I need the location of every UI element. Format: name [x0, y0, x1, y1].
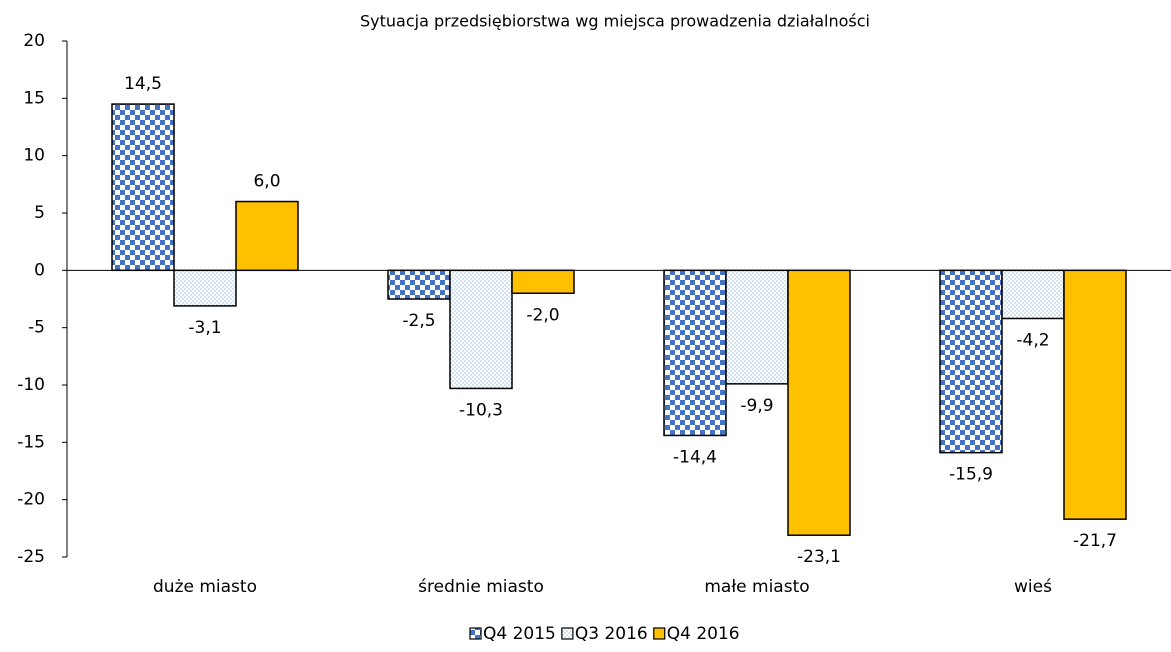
- value-label: -2,0: [526, 305, 559, 325]
- bar: [173, 269, 237, 307]
- value-label: -3,1: [188, 318, 221, 338]
- x-tick-label: średnie miasto: [418, 577, 544, 597]
- value-label: -4,2: [1016, 330, 1049, 350]
- y-tick-label: -25: [17, 547, 45, 567]
- bar: [725, 269, 789, 385]
- bar: [663, 269, 727, 437]
- x-tick-label: wieś: [1014, 577, 1052, 597]
- value-label: -14,4: [673, 447, 717, 467]
- y-tick-label: 5: [34, 203, 45, 223]
- value-label: -15,9: [949, 465, 993, 485]
- y-tick-label: 15: [23, 88, 45, 108]
- y-tick-label: 20: [23, 31, 45, 51]
- value-label: 6,0: [253, 172, 280, 192]
- legend-marker: [469, 627, 482, 640]
- legend-label: Q4 2015: [483, 624, 556, 644]
- bar: [387, 269, 451, 300]
- value-label: -10,3: [459, 400, 503, 420]
- bar: [1063, 269, 1127, 520]
- value-label: 14,5: [124, 74, 162, 94]
- value-label: -9,9: [740, 396, 773, 416]
- y-tick-label: -20: [17, 490, 45, 510]
- y-tick-label: 0: [34, 260, 45, 280]
- value-label: -23,1: [797, 547, 841, 567]
- x-tick-label: duże miasto: [153, 577, 257, 597]
- y-tick-label: 10: [23, 146, 45, 166]
- chart-title: Sytuacja przedsiębiorstwa wg miejsca pro…: [360, 12, 870, 31]
- legend-marker: [561, 627, 574, 640]
- legend-marker: [653, 627, 666, 640]
- bar: [111, 103, 175, 272]
- bar: [511, 269, 575, 295]
- bar: [1001, 269, 1065, 320]
- legend-label: Q4 2016: [667, 624, 740, 644]
- x-tick-label: małe miasto: [704, 577, 809, 597]
- bar: [787, 269, 851, 536]
- y-tick-label: -10: [17, 375, 45, 395]
- bar: [235, 200, 299, 272]
- bar: [449, 269, 513, 390]
- value-label: -2,5: [402, 311, 435, 331]
- y-tick-label: -15: [17, 432, 45, 452]
- bar: [939, 269, 1003, 454]
- value-label: -21,7: [1073, 531, 1117, 551]
- y-tick-label: -5: [28, 318, 45, 338]
- legend-label: Q3 2016: [575, 624, 648, 644]
